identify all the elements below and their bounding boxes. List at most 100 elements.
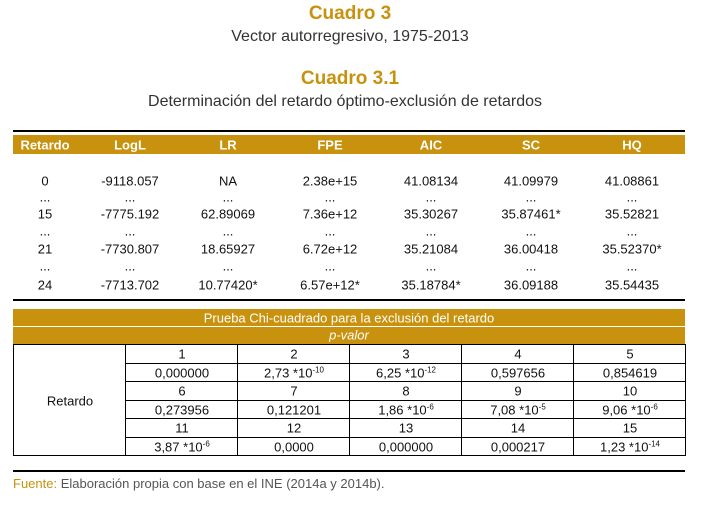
p-base: 9,06 *10 (602, 402, 651, 418)
p-value: 7,08 *10-5 (490, 402, 546, 417)
table-cell: 35.52370* (602, 241, 662, 257)
table-cell: ... (124, 189, 136, 205)
lag: 12 (286, 420, 302, 436)
table-cell: 41.08861 (604, 173, 660, 189)
table-cell: ... (39, 189, 51, 205)
table-cell: ... (425, 223, 437, 239)
p-cell: 2,73 *10-10 (237, 362, 350, 382)
column-header: AIC (419, 137, 443, 153)
table-cell: 10.77420* (198, 277, 258, 293)
p-cell: 9,06 *10-6 (573, 399, 686, 419)
table-cell: ... (425, 189, 437, 205)
table-cell: 15 (37, 206, 53, 222)
table-cell: ... (124, 258, 136, 274)
source-text: Elaboración propia con base en el INE (2… (60, 476, 385, 491)
table-cell: 35.30267 (403, 206, 459, 222)
source: Fuente: Elaboración propia con base en e… (13, 476, 385, 491)
p-value: 0,000000 (378, 439, 434, 455)
table-cell: 21 (37, 241, 53, 257)
lag: 1 (178, 346, 186, 362)
table-subtitle: Determinación del retardo óptimo-exclusi… (148, 93, 542, 110)
table-cell: 35.21084 (403, 241, 459, 257)
table-cell: ... (626, 223, 638, 239)
p-base: 7,08 *10 (490, 402, 539, 418)
table-cell: NA (218, 173, 238, 189)
table-cell: ... (222, 189, 234, 205)
table-cell: ... (525, 223, 537, 239)
table-cell: ... (525, 189, 537, 205)
lag: 4 (514, 346, 522, 362)
p-cell: 0,597656 (461, 362, 574, 382)
lag-cell: 5 (573, 344, 686, 364)
table-cell: ... (626, 258, 638, 274)
p-cell: 0,000000 (349, 436, 462, 456)
separator (13, 326, 685, 327)
chi-subtitle: p-valor (329, 327, 369, 343)
column-header: HQ (622, 137, 642, 153)
table-cell: 18.65927 (200, 241, 256, 257)
rule (13, 470, 685, 472)
table-cell: 6.57e+12* (300, 277, 360, 293)
p-cell: 1,86 *10-6 (349, 399, 462, 419)
lag-cell: 6 (125, 381, 238, 401)
p-base: 1,86 *10 (378, 402, 427, 418)
table-title: Cuadro 3.1 (300, 68, 400, 89)
p-base: 3,87 *10 (154, 439, 203, 455)
p-exp: -10 (312, 365, 324, 375)
p-cell: 0,0000 (237, 436, 350, 456)
table-cell: ... (525, 258, 537, 274)
p-value: 3,87 *10-6 (154, 439, 210, 454)
source-label: Fuente: (13, 476, 58, 491)
lag: 3 (402, 346, 410, 362)
p-exp: -14 (648, 439, 660, 449)
lag-cell: 7 (237, 381, 350, 401)
column-header: Retardo (20, 137, 70, 153)
lag-cell: 9 (461, 381, 574, 401)
table-cell: ... (425, 258, 437, 274)
p-value: 1,23 *10-14 (600, 439, 660, 454)
table-cell: ... (222, 223, 234, 239)
lag-cell: 8 (349, 381, 462, 401)
p-exp: -5 (538, 402, 546, 412)
lag-cell: 14 (461, 418, 574, 438)
p-base: 2,73 *10 (264, 365, 313, 381)
p-cell: 0,121201 (237, 399, 350, 419)
table-cell: 35.87461* (501, 206, 561, 222)
rule (13, 130, 685, 132)
p-value: 0,000000 (154, 365, 210, 381)
column-header: SC (521, 137, 541, 153)
p-value: 0,121201 (266, 402, 322, 418)
lag: 11 (175, 420, 189, 436)
table-cell: -7730.807 (100, 241, 160, 257)
lag-cell: 3 (349, 344, 462, 364)
column-header: FPE (317, 137, 343, 153)
table-cell: ... (324, 258, 336, 274)
lag-cell: 15 (573, 418, 686, 438)
table-cell: 24 (37, 277, 53, 293)
subtitle: Vector autorregresivo, 1975-2013 (231, 28, 469, 45)
row-label-cell: Retardo (13, 344, 126, 456)
lag: 14 (510, 420, 526, 436)
table-cell: 6.72e+12 (302, 241, 358, 257)
lag-cell: 13 (349, 418, 462, 438)
table-cell: -7775.192 (100, 206, 160, 222)
p-value: 9,06 *10-6 (602, 402, 658, 417)
column-header: LogL (114, 137, 146, 153)
row-label: Retardo (46, 393, 94, 408)
p-cell: 0,000217 (461, 436, 574, 456)
p-cell: 3,87 *10-6 (125, 436, 238, 456)
lag: 7 (290, 383, 298, 399)
column-header: LR (219, 137, 237, 153)
table-cell: 36.09188 (503, 277, 559, 293)
table-cell: ... (124, 223, 136, 239)
table-cell: ... (222, 258, 234, 274)
p-cell: 6,25 *10-12 (349, 362, 462, 382)
p-base: 6,25 *10 (376, 365, 425, 381)
lag-cell: 1 (125, 344, 238, 364)
table-cell: 41.08134 (403, 173, 459, 189)
lag: 15 (622, 420, 638, 436)
lag-cell: 12 (237, 418, 350, 438)
lag: 5 (626, 346, 634, 362)
table-cell: -9118.057 (101, 173, 159, 189)
